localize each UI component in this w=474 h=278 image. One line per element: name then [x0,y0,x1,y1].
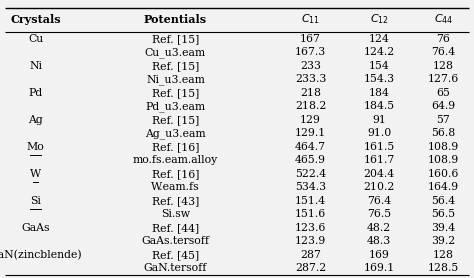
Text: 76.4: 76.4 [367,196,391,206]
Text: 76.4: 76.4 [431,47,455,57]
Text: Ref. [44]: Ref. [44] [152,223,199,233]
Text: 124: 124 [369,34,390,44]
Text: 160.6: 160.6 [428,169,459,179]
Text: Crystals: Crystals [10,14,61,25]
Text: 39.2: 39.2 [431,236,456,246]
Text: 465.9: 465.9 [295,155,326,165]
Text: 91: 91 [372,115,386,125]
Text: 154.3: 154.3 [364,74,395,84]
Text: 39.4: 39.4 [431,223,455,233]
Text: 128.5: 128.5 [428,264,459,274]
Text: Ref. [15]: Ref. [15] [152,61,199,71]
Text: 56.4: 56.4 [431,196,455,206]
Text: GaAs.tersoff: GaAs.tersoff [141,236,210,246]
Text: Pd_u3.eam: Pd_u3.eam [146,101,205,112]
Text: 56.8: 56.8 [431,128,456,138]
Text: 123.9: 123.9 [295,236,326,246]
Text: 128: 128 [433,61,454,71]
Text: 464.7: 464.7 [295,142,326,152]
Text: 108.9: 108.9 [428,142,459,152]
Text: 129: 129 [300,115,321,125]
Text: Ref. [15]: Ref. [15] [152,115,199,125]
Text: 91.0: 91.0 [367,128,392,138]
Text: Si.sw: Si.sw [161,209,190,219]
Text: 65: 65 [436,88,450,98]
Text: W: W [30,169,41,179]
Text: $C_{44}$: $C_{44}$ [434,13,453,26]
Text: 129.1: 129.1 [295,128,326,138]
Text: 167.3: 167.3 [295,47,326,57]
Text: $C_{12}$: $C_{12}$ [370,13,389,26]
Text: 164.9: 164.9 [428,182,459,192]
Text: 128: 128 [433,250,454,260]
Text: Potentials: Potentials [144,14,207,25]
Text: 218.2: 218.2 [295,101,326,111]
Text: 127.6: 127.6 [428,74,459,84]
Text: GaN.tersoff: GaN.tersoff [144,264,207,274]
Text: Ref. [15]: Ref. [15] [152,88,199,98]
Text: Cu: Cu [28,34,43,44]
Text: 161.5: 161.5 [364,142,395,152]
Text: 151.4: 151.4 [295,196,326,206]
Text: 184.5: 184.5 [364,101,395,111]
Text: 48.3: 48.3 [367,236,392,246]
Text: Pd: Pd [28,88,43,98]
Text: Ni: Ni [29,61,42,71]
Text: mo.fs.eam.alloy: mo.fs.eam.alloy [133,155,218,165]
Text: 210.2: 210.2 [364,182,395,192]
Text: 108.9: 108.9 [428,155,459,165]
Text: GaAs: GaAs [21,223,50,233]
Text: W.eam.fs: W.eam.fs [151,182,200,192]
Text: Si: Si [30,196,41,206]
Text: Ref. [16]: Ref. [16] [152,169,199,179]
Text: 233.3: 233.3 [295,74,326,84]
Text: 534.3: 534.3 [295,182,326,192]
Text: 76: 76 [436,34,450,44]
Text: Ref. [43]: Ref. [43] [152,196,199,206]
Text: 154: 154 [369,61,390,71]
Text: Ref. [45]: Ref. [45] [152,250,199,260]
Text: 169.1: 169.1 [364,264,395,274]
Text: Ni_u3.eam: Ni_u3.eam [146,74,205,85]
Text: 56.5: 56.5 [431,209,455,219]
Text: Mo: Mo [27,142,45,152]
Text: GaN(zincblende): GaN(zincblende) [0,250,82,260]
Text: 522.4: 522.4 [295,169,326,179]
Text: 233: 233 [300,61,321,71]
Text: 161.7: 161.7 [364,155,395,165]
Text: Cu_u3.eam: Cu_u3.eam [145,47,206,58]
Text: Ag: Ag [28,115,43,125]
Text: 123.6: 123.6 [295,223,326,233]
Text: Ag_u3.eam: Ag_u3.eam [145,128,206,139]
Text: 184: 184 [369,88,390,98]
Text: 48.2: 48.2 [367,223,392,233]
Text: 287: 287 [300,250,321,260]
Text: 204.4: 204.4 [364,169,395,179]
Text: 218: 218 [300,88,321,98]
Text: $C_{11}$: $C_{11}$ [301,13,320,26]
Text: 287.2: 287.2 [295,264,326,274]
Text: Ref. [15]: Ref. [15] [152,34,199,44]
Text: Ref. [16]: Ref. [16] [152,142,199,152]
Text: 124.2: 124.2 [364,47,395,57]
Text: 57: 57 [436,115,450,125]
Text: 76.5: 76.5 [367,209,391,219]
Text: 167: 167 [300,34,321,44]
Text: 169: 169 [369,250,390,260]
Text: 151.6: 151.6 [295,209,326,219]
Text: 64.9: 64.9 [431,101,455,111]
